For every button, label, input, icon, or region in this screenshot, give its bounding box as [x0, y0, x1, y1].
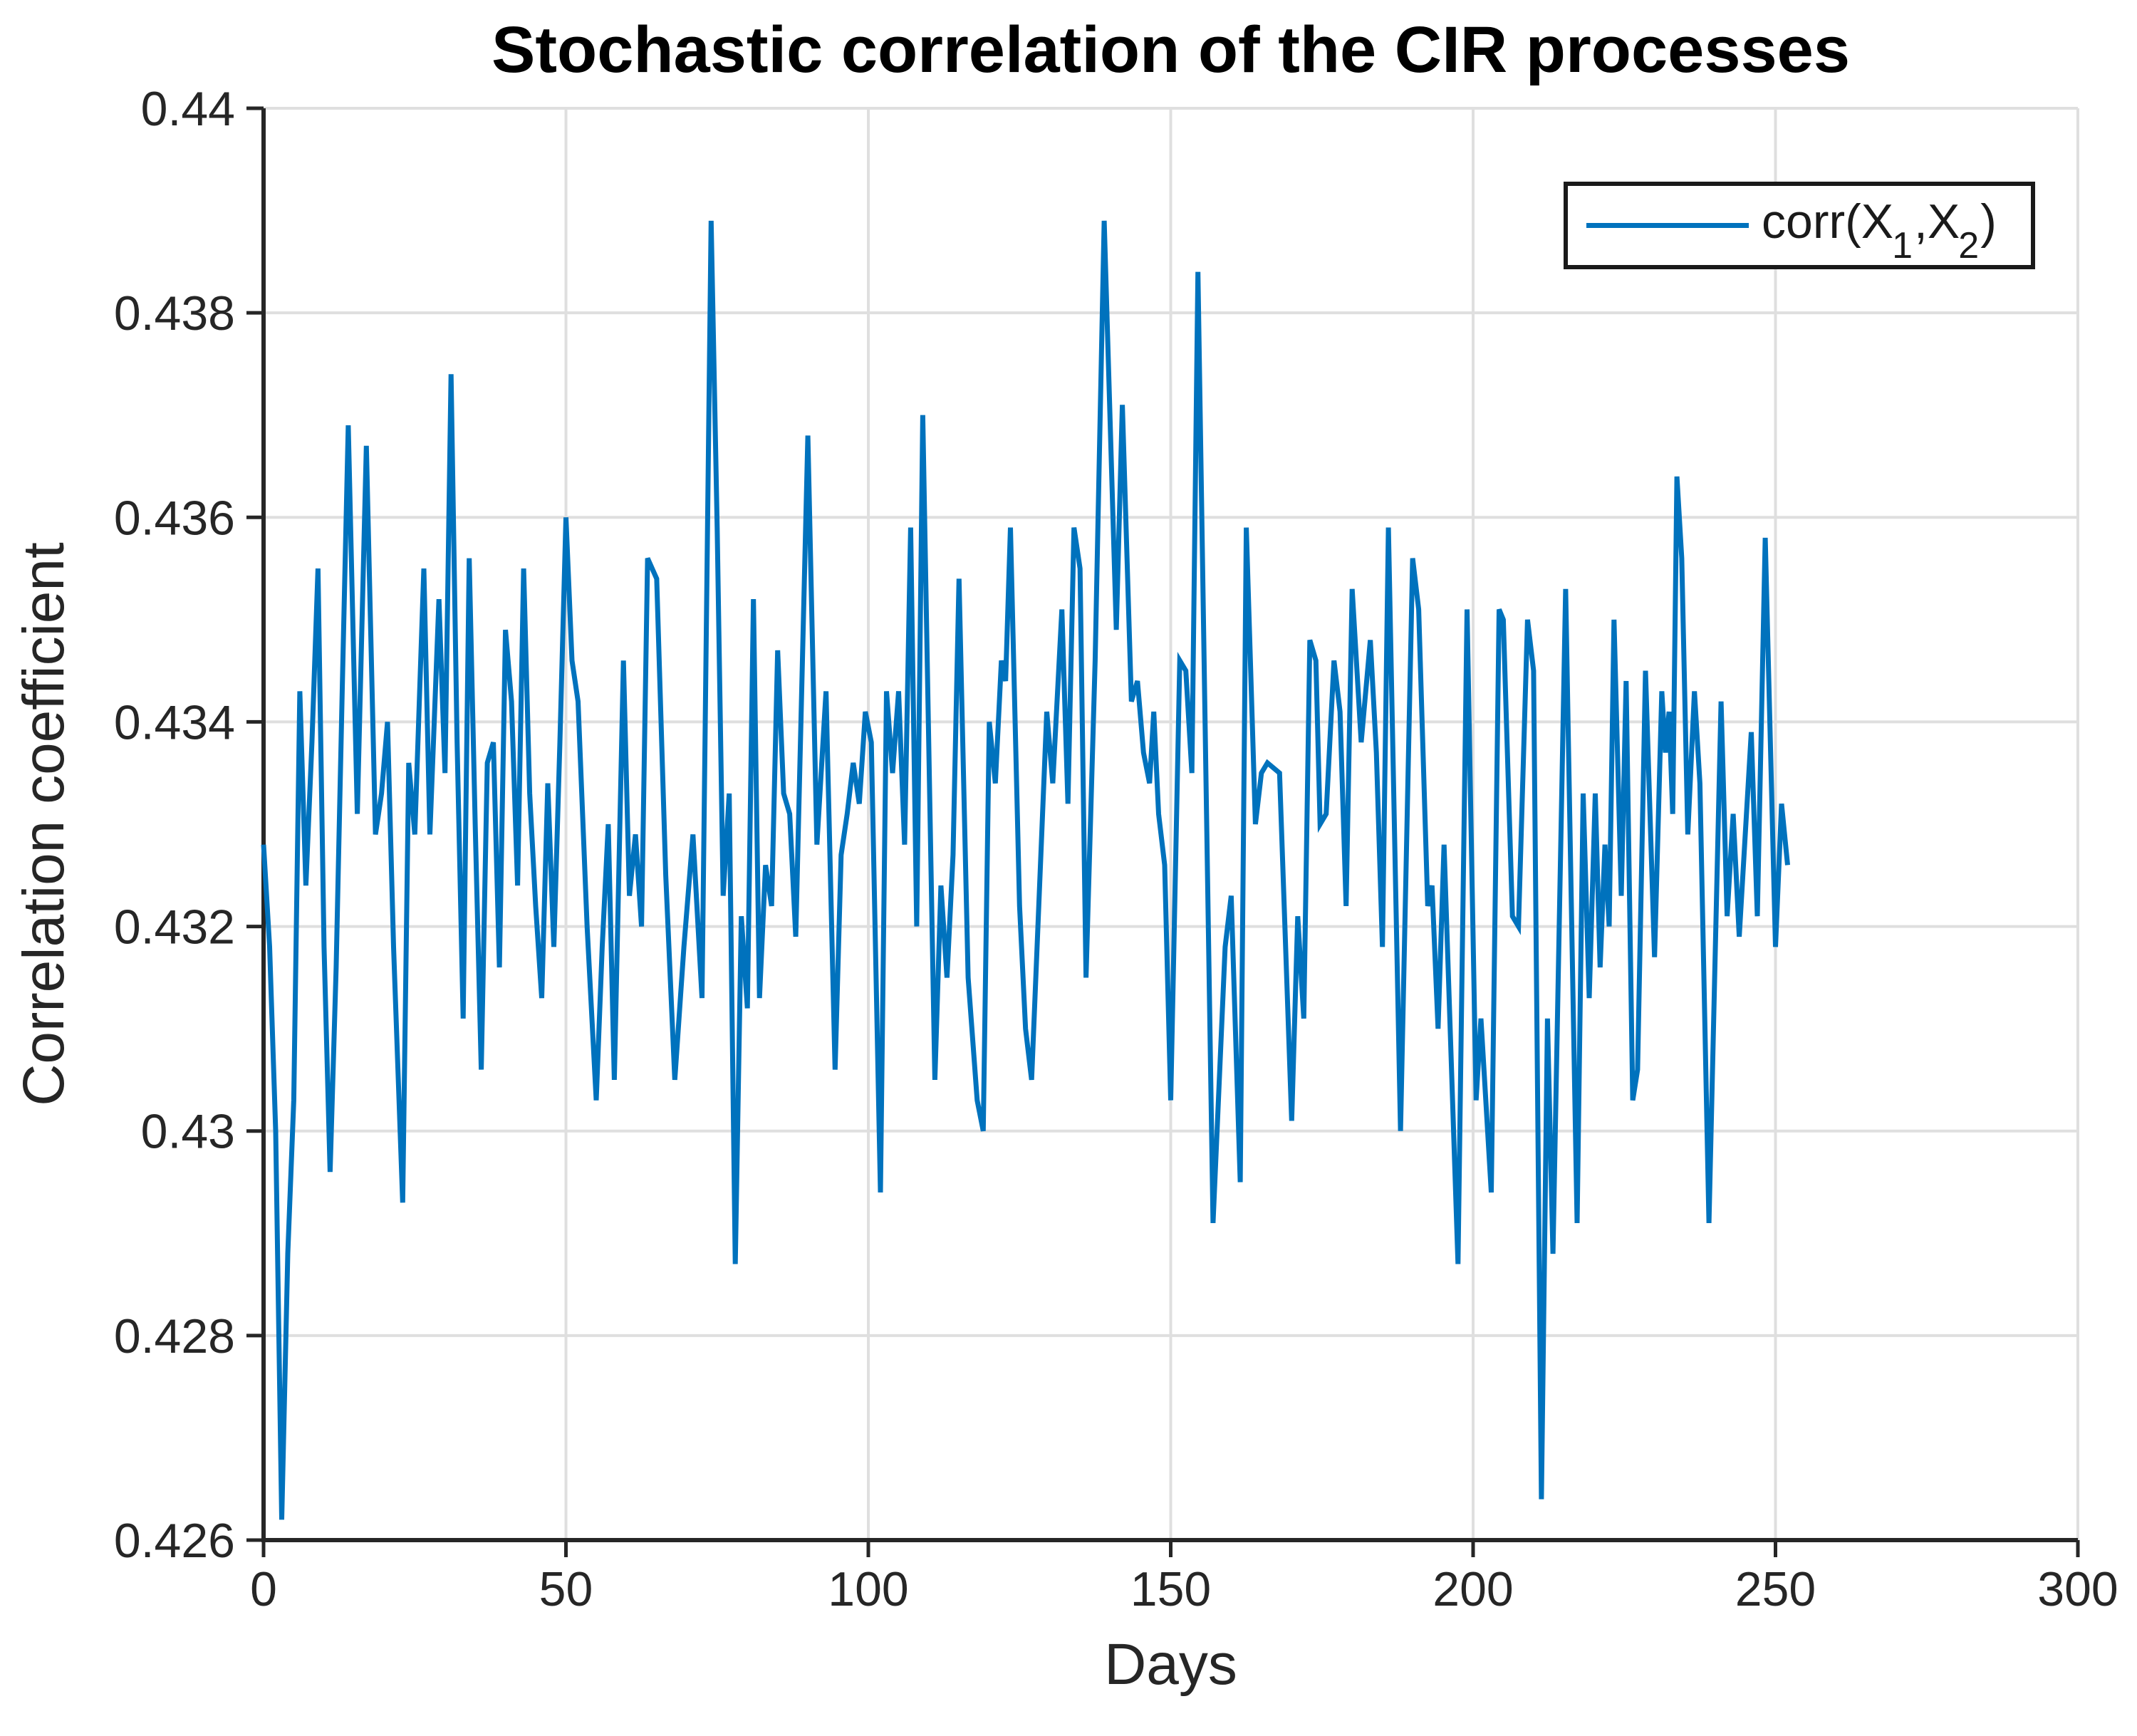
x-axis-label: Days: [1104, 1632, 1237, 1697]
y-tick-label: 0.428: [114, 1309, 235, 1363]
y-tick-label: 0.436: [114, 491, 235, 545]
x-tick-label: 200: [1433, 1562, 1513, 1616]
legend-box: corr(X1,X2): [1564, 182, 2035, 269]
y-tick-label: 0.43: [141, 1105, 235, 1159]
y-tick-label: 0.44: [141, 82, 235, 136]
x-tick-label: 250: [1735, 1562, 1816, 1616]
chart-title: Stochastic correlation of the CIR proces…: [492, 14, 1850, 86]
x-tick-label: 150: [1130, 1562, 1211, 1616]
x-tick-label: 0: [250, 1562, 277, 1616]
y-tick-label: 0.426: [114, 1514, 235, 1568]
y-tick-label: 0.432: [114, 900, 235, 955]
legend-label-text: corr(X: [1762, 194, 1894, 249]
y-tick-label: 0.434: [114, 695, 235, 749]
x-tick-label: 100: [828, 1562, 908, 1616]
y-axis-label: Correlation coefficient: [11, 542, 76, 1106]
x-tick-label: 50: [539, 1562, 593, 1616]
legend-label-sub2: 2: [1958, 225, 1980, 267]
legend-line-sample: [1586, 223, 1749, 228]
legend-label: corr(X1,X2): [1762, 194, 1997, 267]
series-line: [261, 220, 1790, 1520]
legend-label-text: ,X: [1914, 194, 1960, 249]
x-tick-label: 300: [2037, 1562, 2118, 1616]
y-tick-label: 0.438: [114, 286, 235, 341]
legend-label-text: ): [1980, 194, 1997, 249]
legend-label-sub1: 1: [1892, 225, 1913, 267]
